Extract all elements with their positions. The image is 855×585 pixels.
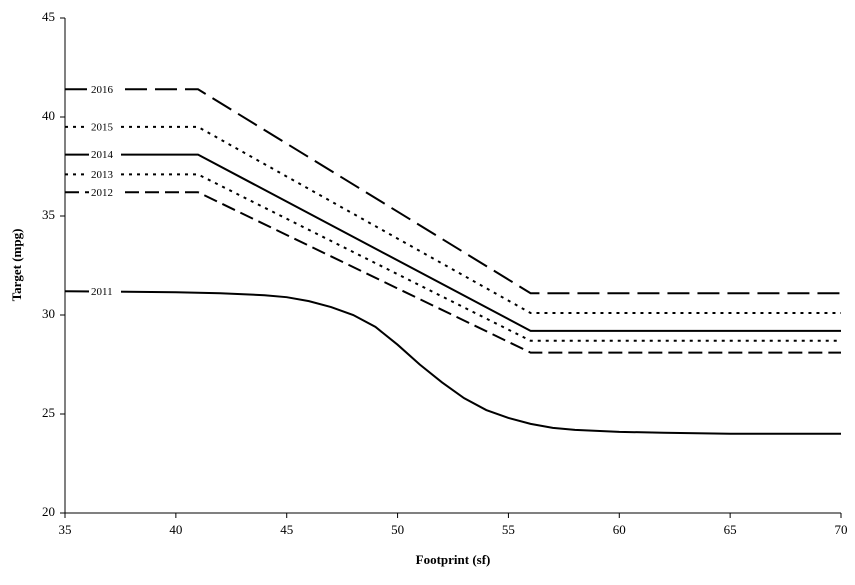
- series-label-bg: [89, 148, 121, 161]
- y-tick-label: 45: [42, 9, 55, 24]
- series-label: 2014: [91, 149, 114, 161]
- y-axis-title: Target (mpg): [9, 229, 24, 302]
- x-tick-label: 55: [502, 522, 515, 537]
- series-label-bg: [89, 168, 121, 181]
- x-tick-label: 35: [59, 522, 72, 537]
- series-label-bg: [89, 285, 121, 298]
- series-label-bg: [89, 186, 121, 199]
- series-label: 2013: [91, 169, 114, 181]
- y-tick-label: 20: [42, 504, 55, 519]
- x-tick-label: 70: [835, 522, 848, 537]
- series-label: 2015: [91, 121, 114, 133]
- y-tick-label: 30: [42, 306, 55, 321]
- x-tick-label: 50: [391, 522, 404, 537]
- series-line: [65, 153, 841, 332]
- series-label-bg: [89, 83, 121, 96]
- y-tick-label: 40: [42, 108, 55, 123]
- x-tick-label: 40: [169, 522, 182, 537]
- series-label: 2012: [91, 187, 113, 199]
- series-line: [65, 191, 841, 354]
- y-tick-label: 35: [42, 207, 55, 222]
- series-label: 2011: [91, 286, 113, 298]
- x-tick-label: 45: [280, 522, 293, 537]
- series-line: [65, 125, 841, 315]
- x-axis-title: Footprint (sf): [416, 552, 491, 567]
- series-label: 2016: [91, 84, 114, 96]
- series-line: [64, 290, 841, 435]
- x-tick-label: 65: [724, 522, 737, 537]
- y-tick-label: 25: [42, 405, 55, 420]
- series-line: [65, 173, 841, 342]
- series-label-bg: [89, 120, 121, 133]
- series-line: [65, 88, 841, 295]
- x-tick-label: 60: [613, 522, 626, 537]
